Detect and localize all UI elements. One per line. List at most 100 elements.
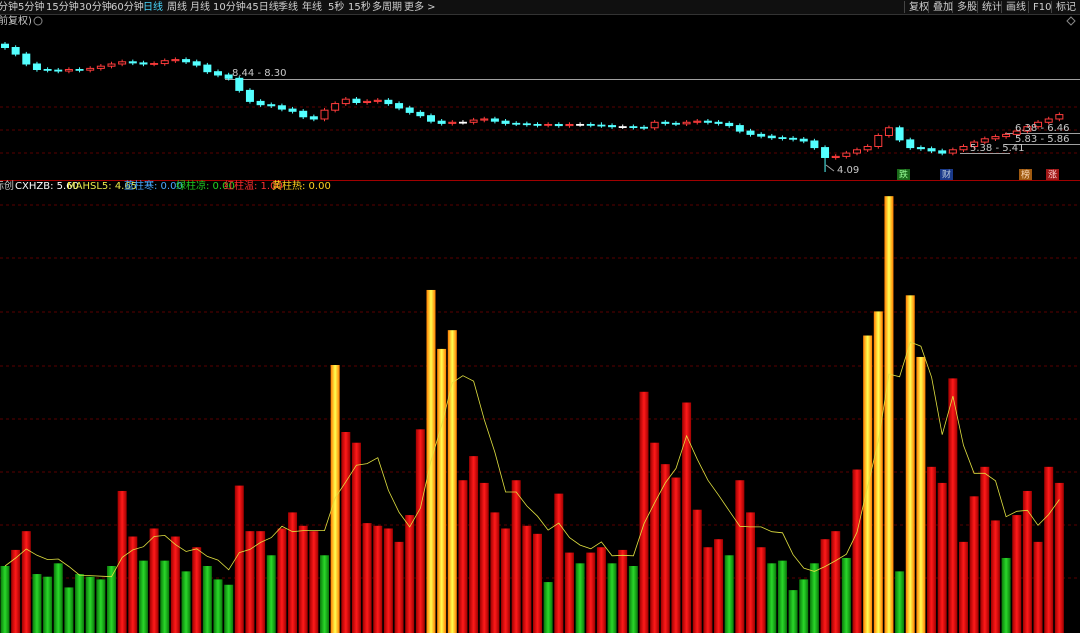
event-marker[interactable]: 涨	[1048, 170, 1057, 181]
period-tab[interactable]: 60分钟	[111, 0, 144, 13]
bar	[990, 520, 1000, 633]
bar	[85, 576, 95, 633]
bar	[809, 563, 819, 633]
candle-body	[331, 103, 340, 111]
event-marker[interactable]: 榜	[1021, 169, 1030, 181]
bar	[1001, 557, 1011, 633]
candle-body	[171, 59, 180, 62]
close-icon[interactable]	[33, 16, 43, 26]
candle-body	[160, 60, 169, 65]
period-tab[interactable]: 30分钟	[79, 0, 112, 13]
candle-body	[821, 147, 830, 158]
bar	[937, 482, 947, 633]
period-tab[interactable]: 更多 >	[404, 0, 436, 13]
candle-body	[906, 139, 915, 149]
candle-body	[128, 61, 137, 64]
period-tab[interactable]: 季线	[278, 0, 298, 13]
period-tab[interactable]: 15秒	[348, 0, 371, 13]
bar	[149, 528, 159, 633]
bar	[543, 582, 553, 633]
candle-body	[980, 138, 989, 143]
bar	[639, 391, 649, 633]
bar	[458, 480, 468, 633]
tool-button[interactable]: 叠加	[933, 1, 953, 13]
legend-entry: 黄柱热: 0.00	[272, 179, 331, 192]
toolbar	[0, 0, 1080, 14]
candle-body	[490, 118, 499, 122]
candle-body	[789, 137, 798, 140]
bar	[1012, 515, 1022, 633]
marker-bg	[1046, 169, 1059, 180]
tool-button[interactable]: 复权	[909, 0, 929, 13]
candle-body	[309, 116, 318, 120]
bar	[117, 490, 127, 633]
toolbar-items: 分钟 5分钟 15分钟 30分钟 60分钟 日线 周线 月线 10分钟 45日线 季线 年线 5秒 15秒…	[0, 0, 1076, 13]
period-tab[interactable]: 年线	[302, 0, 322, 13]
candle-body	[75, 68, 84, 71]
bar	[586, 552, 596, 633]
candle-body	[416, 111, 425, 117]
legend-entry: 蓝柱寒: 0.00	[124, 179, 183, 192]
bar	[501, 528, 511, 633]
bar	[362, 523, 372, 633]
tool-button[interactable]: 多股	[957, 0, 977, 13]
bar	[107, 566, 116, 633]
period-tab[interactable]: 多周期	[372, 0, 402, 13]
diamond-icon[interactable]	[1066, 16, 1076, 26]
bar	[735, 480, 745, 633]
candle-body	[1023, 126, 1032, 132]
tool-button[interactable]: F10	[1033, 2, 1051, 13]
period-tab[interactable]: 15分钟	[46, 0, 79, 13]
tool-button[interactable]: 画线	[1006, 0, 1026, 13]
period-tab[interactable]: 月线	[190, 0, 210, 13]
candle-body	[810, 140, 819, 149]
bar	[11, 549, 21, 633]
event-marker[interactable]: 跌	[899, 170, 908, 181]
event-marker[interactable]: 财	[942, 169, 951, 181]
bar	[969, 496, 979, 633]
candle-body	[586, 123, 595, 126]
period-tab[interactable]: 分钟	[0, 0, 18, 13]
period-tab[interactable]: 5分钟	[18, 0, 44, 13]
marker-bg	[940, 169, 953, 180]
tool-button[interactable]: 统计	[982, 0, 1002, 13]
bar	[714, 539, 724, 633]
period-tab[interactable]: 日线	[143, 0, 163, 13]
bar	[628, 566, 638, 633]
period-tab[interactable]: 5秒	[328, 0, 344, 13]
bar	[53, 563, 63, 633]
marker-bg	[1019, 169, 1032, 180]
bar	[756, 547, 766, 633]
candle-body	[64, 68, 73, 72]
candle-body	[1044, 118, 1053, 123]
bar	[650, 442, 660, 633]
bar	[170, 536, 180, 633]
bar	[671, 477, 681, 633]
candle-body	[735, 125, 744, 132]
candle-body	[884, 127, 893, 136]
bar	[383, 528, 393, 633]
candle-body	[853, 149, 861, 154]
bar	[394, 541, 404, 633]
tool-button[interactable]: 标记	[1056, 1, 1076, 13]
bar	[309, 531, 319, 633]
bar	[873, 311, 883, 633]
candle-body	[959, 145, 968, 151]
bar	[234, 485, 244, 633]
bar	[75, 574, 85, 633]
bar	[1044, 466, 1054, 633]
bar	[948, 378, 958, 633]
bars	[0, 196, 1064, 633]
period-tab[interactable]: 周线	[167, 0, 187, 13]
candle-body	[554, 123, 563, 127]
period-tab[interactable]: 45日线	[246, 0, 279, 13]
period-tab[interactable]: 10分钟	[213, 0, 246, 13]
bar	[138, 560, 148, 633]
bar	[181, 571, 191, 633]
candle-body	[267, 104, 276, 107]
indicator-name: 标创	[0, 179, 14, 192]
candle-body	[107, 63, 116, 67]
